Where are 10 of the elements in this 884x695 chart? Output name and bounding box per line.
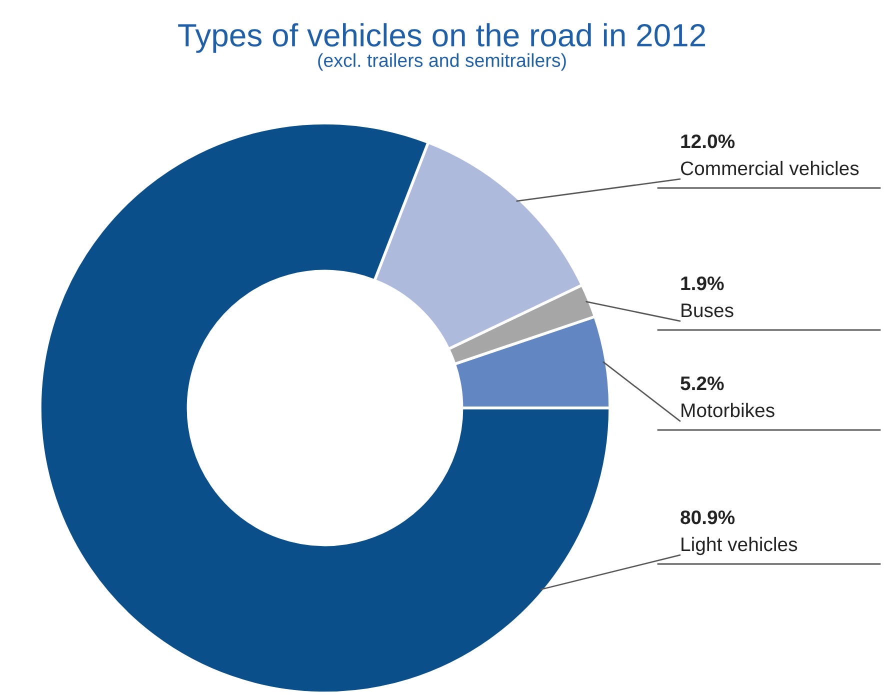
data-label: 80.9% (680, 510, 735, 524)
data-label: 1.9% (681, 276, 724, 290)
data-label: 5.2% (680, 376, 724, 390)
slice-label: Buses (682, 304, 734, 318)
chart-title: Types of vehicles on the road in 2012 (178, 23, 706, 53)
data-label: 12.0% (681, 134, 735, 148)
slice-label: Commercial vehicles (680, 160, 859, 176)
chart-subtitle: (excl. trailers and semitrailers) (318, 53, 566, 71)
slice-label: Light vehicles (682, 536, 798, 556)
slice-label: Motorbikes (682, 402, 774, 418)
